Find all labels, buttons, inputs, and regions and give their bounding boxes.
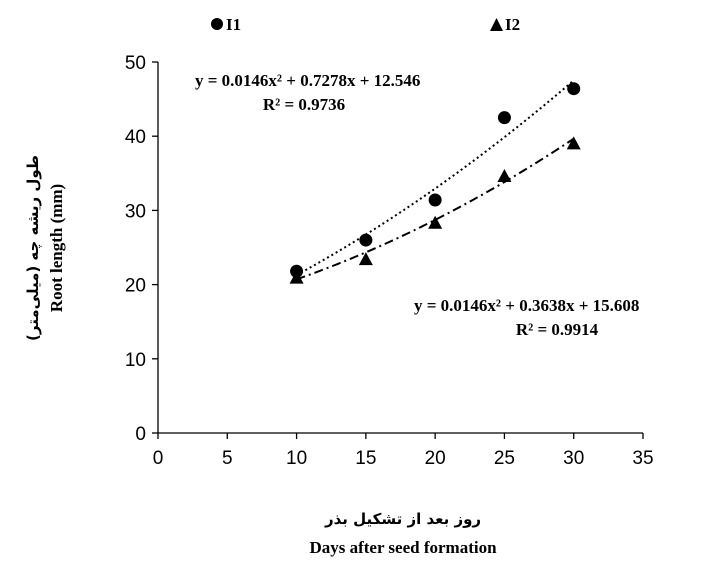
data-point-i1 [359,233,373,247]
x-tick-label: 15 [355,448,376,469]
data-point-i1 [567,82,581,96]
data-point-i2 [289,270,304,284]
legend-i1-marker-icon [211,18,223,30]
i2-trend-r2: R² = 0.9914 [516,320,599,339]
data-point-i1 [428,193,442,207]
i1-trend-equation: y = 0.0146x² + 0.7278x + 12.546 [195,71,420,90]
data-points [289,82,581,284]
i2-trend-equation: y = 0.0146x² + 0.3638x + 15.608 [414,296,639,315]
legend-i1-label: I1 [226,15,241,34]
x-tick-label: 20 [425,448,446,469]
i1-trend-r2: R² = 0.9736 [263,95,345,114]
axes: 0 5 10 15 20 25 30 35 0 10 20 30 40 50 [125,53,654,469]
data-point-i2 [497,169,512,183]
x-tick-label: 35 [632,448,653,469]
y-tick-label: 40 [125,127,146,148]
legend: I1 I2 [211,15,520,34]
data-point-i1 [497,111,511,125]
data-point-i2 [428,215,443,229]
y-tick-label: 0 [135,424,146,445]
x-tick-label: 10 [286,448,307,469]
x-tick-label: 5 [222,448,233,469]
equations: y = 0.0146x² + 0.7278x + 12.546 R² = 0.9… [195,71,639,339]
y-axis-title-fa: طول ریشه چه (میلی‌متر) [24,155,43,341]
y-axis-title: Root length (mm) [47,184,66,312]
x-axis-title: Days after seed formation [309,538,497,557]
legend-i2-marker-icon [490,18,503,31]
y-tick-label: 20 [125,276,146,297]
x-tick-label: 25 [494,448,515,469]
x-tick-label: 30 [563,448,584,469]
x-tick-label: 0 [153,448,164,469]
data-point-i2 [566,136,581,150]
y-tick-label: 10 [125,350,146,371]
y-tick-label: 50 [125,53,146,74]
legend-i2-label: I2 [505,15,520,34]
data-point-i2 [358,252,373,266]
y-tick-label: 30 [125,201,146,222]
x-axis-title-fa: روز بعد از تشکیل بذر [324,510,481,528]
trendline-i2 [296,137,575,281]
